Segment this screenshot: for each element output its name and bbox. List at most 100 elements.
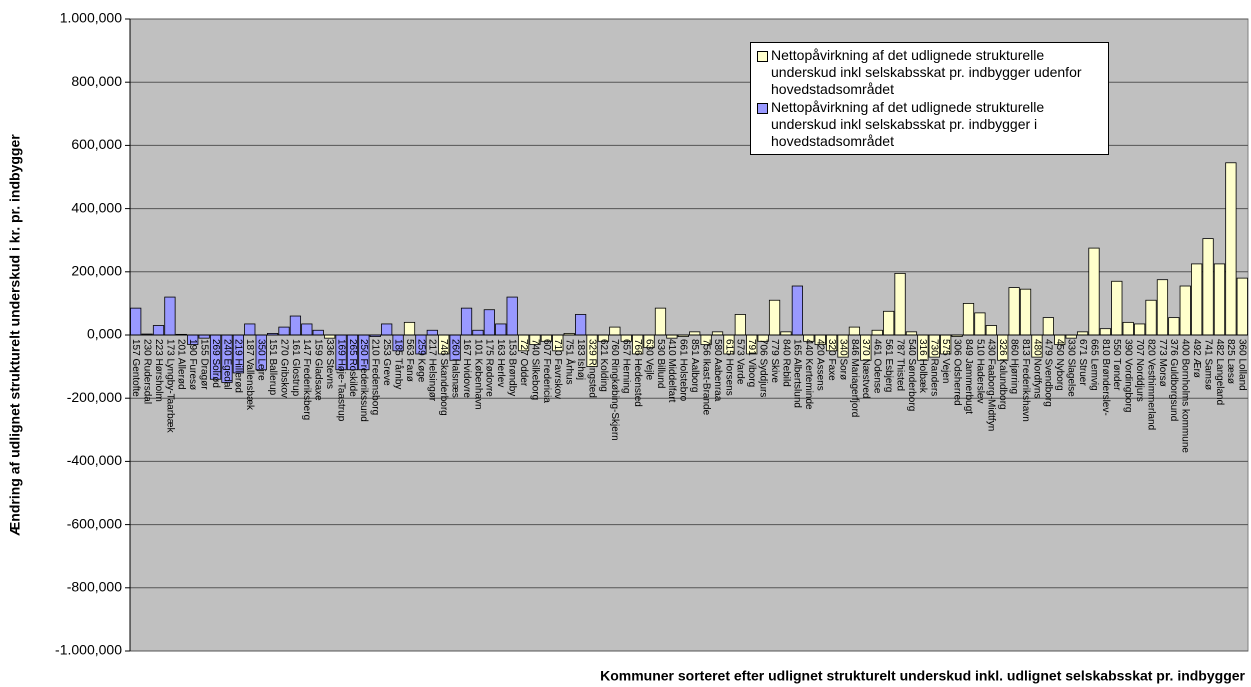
x-tick-label: 187 Vallensbæk: [244, 339, 255, 411]
x-tick-label: 510 Haderslev: [974, 339, 985, 403]
x-tick-label: 253 Greve: [381, 339, 392, 386]
bar: [1225, 162, 1237, 336]
x-tick-label: 269 Solrød: [210, 339, 221, 388]
legend: Nettopåvirkning af det udlignede struktu…: [750, 42, 1109, 155]
x-tick-label: 316 Holbæk: [917, 339, 928, 394]
y-tick-label: -400,000: [67, 452, 122, 468]
bar: [381, 323, 393, 336]
bar: [1099, 328, 1112, 336]
x-tick-label: 630 Vejle: [643, 339, 654, 381]
y-tick-label: 600,000: [71, 136, 122, 152]
bar: [1134, 323, 1146, 336]
x-tick-label: 270 Gribskov: [278, 339, 289, 398]
x-tick-label: 773 Morsø: [1157, 339, 1168, 387]
bar: [1179, 285, 1191, 336]
bar: [130, 307, 142, 336]
x-tick-label: 420 Assens: [815, 339, 826, 391]
x-tick-label: 615 Horsens: [723, 339, 734, 396]
x-tick-label: 265 Roskilde: [347, 339, 358, 397]
bar: [1236, 277, 1248, 336]
bar: [472, 329, 484, 336]
legend-entry: Nettopåvirkning af det udlignede struktu…: [757, 47, 1102, 98]
bar: [768, 299, 781, 336]
x-tick-label: 621 Kolding: [598, 339, 609, 392]
bar: [734, 314, 746, 336]
bar: [791, 285, 803, 336]
x-tick-label: 580 Aabenraa: [712, 339, 723, 402]
x-tick-label: 550 Tønder: [1111, 339, 1122, 391]
x-tick-label: 329 Ringsted: [586, 339, 597, 398]
x-tick-label: 479 Svendborg: [1043, 339, 1054, 407]
bar: [506, 296, 518, 336]
x-tick-label: 860 Hjørring: [1008, 339, 1019, 394]
bar: [1213, 263, 1226, 336]
x-tick-label: 671 Struer: [1077, 339, 1088, 386]
x-tick-label: 657 Herning: [621, 339, 632, 393]
x-tick-label: 740 Silkeborg: [529, 339, 540, 400]
x-tick-label: 482 Langeland: [1214, 339, 1225, 405]
bar: [871, 329, 883, 336]
x-tick-label: 183 Ishøj: [575, 339, 586, 380]
x-tick-label: 840 Rebild: [780, 339, 791, 387]
x-tick-label: 173 Lyngby-Taarbæk: [164, 339, 175, 434]
x-tick-label: 350 Lejre: [256, 339, 267, 381]
y-tick-label: 400,000: [71, 199, 122, 215]
bar: [974, 312, 986, 336]
y-tick-label: 800,000: [71, 73, 122, 89]
x-tick-label: 791 Viborg: [746, 339, 757, 387]
x-tick-label: 153 Brøndby: [507, 339, 518, 396]
x-tick-label: 167 Hvidovre: [461, 339, 472, 398]
x-tick-label: 530 Billund: [655, 339, 666, 388]
bar: [575, 314, 587, 336]
x-tick-label: 370 Næstved: [860, 339, 871, 398]
bar: [403, 321, 416, 336]
bar: [894, 272, 906, 336]
legend-label: Nettopåvirkning af det udlignede struktu…: [771, 47, 1082, 97]
x-tick-label: 157 Gentofte: [130, 339, 141, 397]
x-tick-label: 849 Jammerbugt: [963, 339, 974, 414]
x-tick-label: 810 Brønderslev-: [1100, 339, 1111, 416]
bar: [244, 323, 256, 336]
x-tick-label: 746 Skanderborg: [438, 339, 449, 416]
x-tick-label: 575 Vejen: [940, 339, 951, 384]
x-tick-label: 360 Lolland: [1237, 339, 1248, 391]
x-tick-label: 217 Helsingør: [427, 339, 438, 402]
legend-entry: Nettopåvirkning af det udlignede struktu…: [757, 99, 1102, 150]
x-tick-label: 240 Egedal: [221, 339, 232, 390]
x-tick-label: 147 Frederiksberg: [301, 339, 312, 420]
bar: [848, 326, 861, 336]
x-tick-label: 169 Høje-Taastrup: [335, 339, 346, 422]
x-tick-label: 756 Ikast-Brande: [700, 339, 711, 416]
y-tick-label: -800,000: [67, 579, 122, 595]
x-axis-title: Kommuner sorteret efter udlignet struktu…: [600, 668, 1245, 684]
x-tick-label: 340 Sorø: [837, 339, 848, 380]
x-tick-label: 710 Favrskov: [552, 339, 563, 399]
x-tick-label: 741 Samsø: [1202, 339, 1213, 390]
x-tick-label: 250 Frederikssund: [358, 339, 369, 422]
bar: [1202, 238, 1214, 336]
x-tick-label: 165 Albertslund: [792, 339, 803, 408]
x-tick-label: 390 Vordingborg: [1123, 339, 1134, 412]
x-tick-label: 175 Rødovre: [484, 339, 495, 397]
x-tick-label: 751 Århus: [564, 339, 577, 385]
bar: [1042, 317, 1054, 336]
bar: [985, 325, 997, 336]
x-tick-label: 661 Holstebro: [678, 339, 689, 402]
bar: [1008, 287, 1020, 336]
x-tick-label: 540 Sønderborg: [906, 339, 917, 411]
y-tick-label: -200,000: [67, 389, 122, 405]
x-tick-label: 259 Køge: [415, 339, 426, 383]
x-tick-label: 320 Faxe: [826, 339, 837, 381]
x-tick-label: 851 Aalborg: [689, 339, 700, 392]
x-tick-label: 607 Fredericia: [541, 339, 552, 403]
legend-swatch: [757, 51, 768, 62]
bar: [1111, 280, 1123, 336]
y-tick-label: 1.000,000: [60, 10, 122, 26]
bar: [301, 323, 313, 336]
x-tick-label: 706 Syddjurs: [758, 339, 769, 397]
x-tick-label: 665 Lemvig: [1088, 339, 1099, 391]
bar: [278, 326, 290, 336]
x-tick-label: 825 Læsø: [1225, 339, 1236, 384]
bar: [654, 307, 667, 336]
x-tick-label: 336 Stevns: [324, 339, 335, 389]
